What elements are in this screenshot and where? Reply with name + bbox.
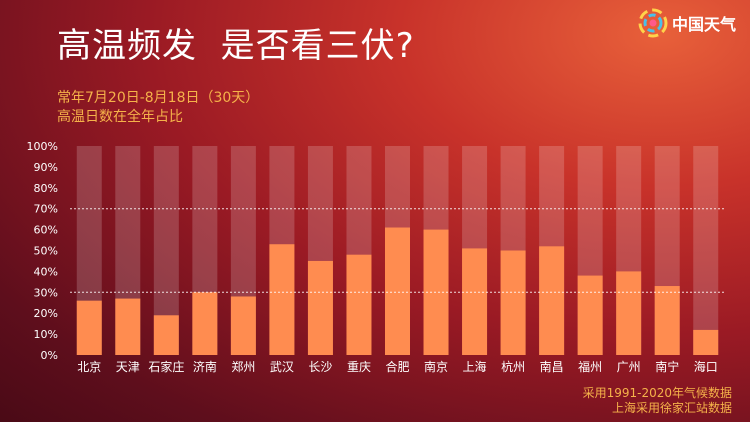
subtitle: 常年7月20日-8月18日（30天） 高温日数在全年占比 xyxy=(57,89,259,127)
bar xyxy=(616,271,642,355)
bar xyxy=(346,254,372,355)
bar xyxy=(76,300,102,355)
x-tick-label: 杭州 xyxy=(501,359,525,374)
y-tick-label: 90% xyxy=(34,161,58,174)
bar xyxy=(462,248,488,355)
x-tick-label: 海口 xyxy=(694,359,718,374)
bar xyxy=(230,296,256,355)
x-tick-label: 北京 xyxy=(77,360,101,374)
page-title: 高温频发 是否看三伏? xyxy=(57,26,415,66)
y-tick-label: 70% xyxy=(34,203,58,216)
y-tick-label: 80% xyxy=(34,182,58,195)
subtitle-metric: 高温日数在全年占比 xyxy=(57,109,183,125)
bar xyxy=(539,246,565,355)
bar xyxy=(500,250,526,355)
x-tick-label: 济南 xyxy=(193,359,217,374)
y-tick-label: 50% xyxy=(34,245,58,258)
x-tick-label: 合肥 xyxy=(385,359,409,374)
subtitle-period: 常年7月20日-8月18日（30天） xyxy=(57,90,260,106)
bar xyxy=(192,292,218,355)
x-tick-label: 郑州 xyxy=(231,359,255,374)
bar-track xyxy=(693,146,719,355)
bar xyxy=(654,286,680,355)
bar xyxy=(307,260,333,355)
x-tick-label: 重庆 xyxy=(347,360,371,374)
x-tick-label: 武汉 xyxy=(270,360,294,374)
bar xyxy=(577,275,603,355)
x-tick-label: 南京 xyxy=(424,359,448,374)
x-tick-label: 福州 xyxy=(578,359,602,374)
bar xyxy=(385,227,410,355)
brand-logo: 中国天气 xyxy=(638,8,736,38)
bar xyxy=(115,298,141,355)
y-tick-label: 60% xyxy=(34,224,58,237)
brand-name: 中国天气 xyxy=(671,15,736,34)
bar xyxy=(153,315,179,355)
y-tick-label: 20% xyxy=(34,307,58,320)
y-tick-label: 30% xyxy=(34,286,58,299)
data-source-note: 采用1991-2020年气候数据 上海采用徐家汇站数据 xyxy=(583,386,732,416)
y-tick-label: 100% xyxy=(27,140,58,153)
x-tick-label: 天津 xyxy=(116,360,140,374)
x-tick-label: 上海 xyxy=(463,359,487,374)
x-tick-label: 广州 xyxy=(617,360,641,374)
pinwheel-logo-icon xyxy=(638,8,668,38)
x-tick-label: 石家庄 xyxy=(148,359,184,374)
bar xyxy=(693,329,719,355)
x-tick-label: 南宁 xyxy=(655,359,679,374)
y-tick-label: 0% xyxy=(41,349,58,362)
data-source-line-1: 采用1991-2020年气候数据 xyxy=(582,386,732,400)
y-tick-label: 40% xyxy=(34,265,58,278)
data-source-line-2: 上海采用徐家汇站数据 xyxy=(611,401,732,415)
bar xyxy=(269,244,295,355)
x-tick-label: 南昌 xyxy=(540,359,564,374)
y-tick-label: 10% xyxy=(34,328,58,341)
x-tick-label: 长沙 xyxy=(308,360,332,374)
